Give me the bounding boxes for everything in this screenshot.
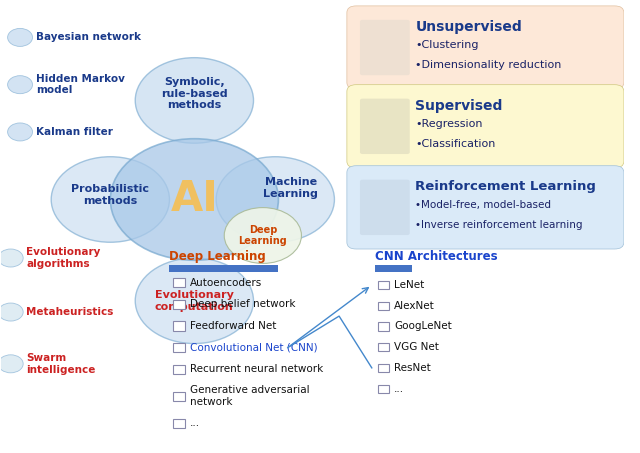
Bar xyxy=(378,343,389,351)
Circle shape xyxy=(0,355,23,373)
FancyBboxPatch shape xyxy=(347,85,624,168)
Bar xyxy=(170,265,278,271)
Bar xyxy=(173,419,185,428)
Bar xyxy=(375,265,412,271)
Text: AlexNet: AlexNet xyxy=(394,301,435,311)
Text: •Inverse reinforcement learning: •Inverse reinforcement learning xyxy=(415,220,583,230)
Text: •Dimensionality reduction: •Dimensionality reduction xyxy=(415,60,562,70)
Circle shape xyxy=(0,303,23,321)
Text: GoogLeNet: GoogLeNet xyxy=(394,322,452,332)
Bar xyxy=(173,365,185,374)
Circle shape xyxy=(135,258,253,343)
Text: Deep belief network: Deep belief network xyxy=(190,299,296,309)
Bar xyxy=(173,322,185,331)
Bar xyxy=(173,300,185,309)
Bar xyxy=(378,302,389,310)
Text: ...: ... xyxy=(394,384,404,394)
Circle shape xyxy=(8,76,33,94)
Text: Symbolic,
rule-based
methods: Symbolic, rule-based methods xyxy=(161,77,228,110)
Text: Feedforward Net: Feedforward Net xyxy=(190,321,276,331)
Text: CNN Architectures: CNN Architectures xyxy=(375,250,497,263)
Text: •Classification: •Classification xyxy=(415,139,496,149)
Text: Unsupervised: Unsupervised xyxy=(415,20,522,34)
Text: Generative adversarial
network: Generative adversarial network xyxy=(190,386,310,407)
Text: Evolutionary
algorithms: Evolutionary algorithms xyxy=(26,247,100,269)
FancyBboxPatch shape xyxy=(360,180,410,235)
Circle shape xyxy=(135,58,253,143)
Bar xyxy=(378,323,389,331)
Bar xyxy=(378,281,389,289)
Text: •Clustering: •Clustering xyxy=(415,40,479,50)
Circle shape xyxy=(8,29,33,46)
Circle shape xyxy=(0,249,23,267)
Text: Recurrent neural network: Recurrent neural network xyxy=(190,364,323,374)
Text: Kalman filter: Kalman filter xyxy=(36,127,113,137)
FancyBboxPatch shape xyxy=(347,166,624,249)
Text: •Model-free, model-based: •Model-free, model-based xyxy=(415,200,551,210)
Text: Metaheuristics: Metaheuristics xyxy=(26,307,114,317)
Bar xyxy=(173,278,185,287)
Bar xyxy=(173,343,185,352)
Circle shape xyxy=(51,157,170,242)
Circle shape xyxy=(110,139,278,260)
Text: Autoencoders: Autoencoders xyxy=(190,278,262,288)
Text: ResNet: ResNet xyxy=(394,363,431,373)
Text: Supervised: Supervised xyxy=(415,99,503,113)
Text: VGG Net: VGG Net xyxy=(394,342,439,352)
Text: Evolutionary
computation: Evolutionary computation xyxy=(155,290,234,312)
FancyBboxPatch shape xyxy=(360,20,410,75)
Text: AI: AI xyxy=(170,178,218,221)
FancyBboxPatch shape xyxy=(360,99,410,154)
Text: Deep Learning: Deep Learning xyxy=(170,250,266,263)
Text: Machine
Learning: Machine Learning xyxy=(264,178,318,199)
Text: Probabilistic
methods: Probabilistic methods xyxy=(71,184,149,206)
Text: Bayesian network: Bayesian network xyxy=(36,33,141,43)
Text: Hidden Markov
model: Hidden Markov model xyxy=(36,74,125,96)
Bar xyxy=(173,392,185,401)
Circle shape xyxy=(216,157,335,242)
FancyBboxPatch shape xyxy=(347,6,624,89)
Circle shape xyxy=(8,123,33,141)
Circle shape xyxy=(224,207,301,263)
Text: Swarm
intelligence: Swarm intelligence xyxy=(26,353,95,375)
Text: •Regression: •Regression xyxy=(415,119,483,129)
Text: Convolutional Net (CNN): Convolutional Net (CNN) xyxy=(190,342,317,352)
Text: Deep
Learning: Deep Learning xyxy=(239,225,287,246)
Bar xyxy=(378,364,389,372)
Text: Reinforcement Learning: Reinforcement Learning xyxy=(415,180,596,193)
Bar xyxy=(378,385,389,393)
Text: ...: ... xyxy=(190,418,200,428)
Text: LeNet: LeNet xyxy=(394,280,424,290)
